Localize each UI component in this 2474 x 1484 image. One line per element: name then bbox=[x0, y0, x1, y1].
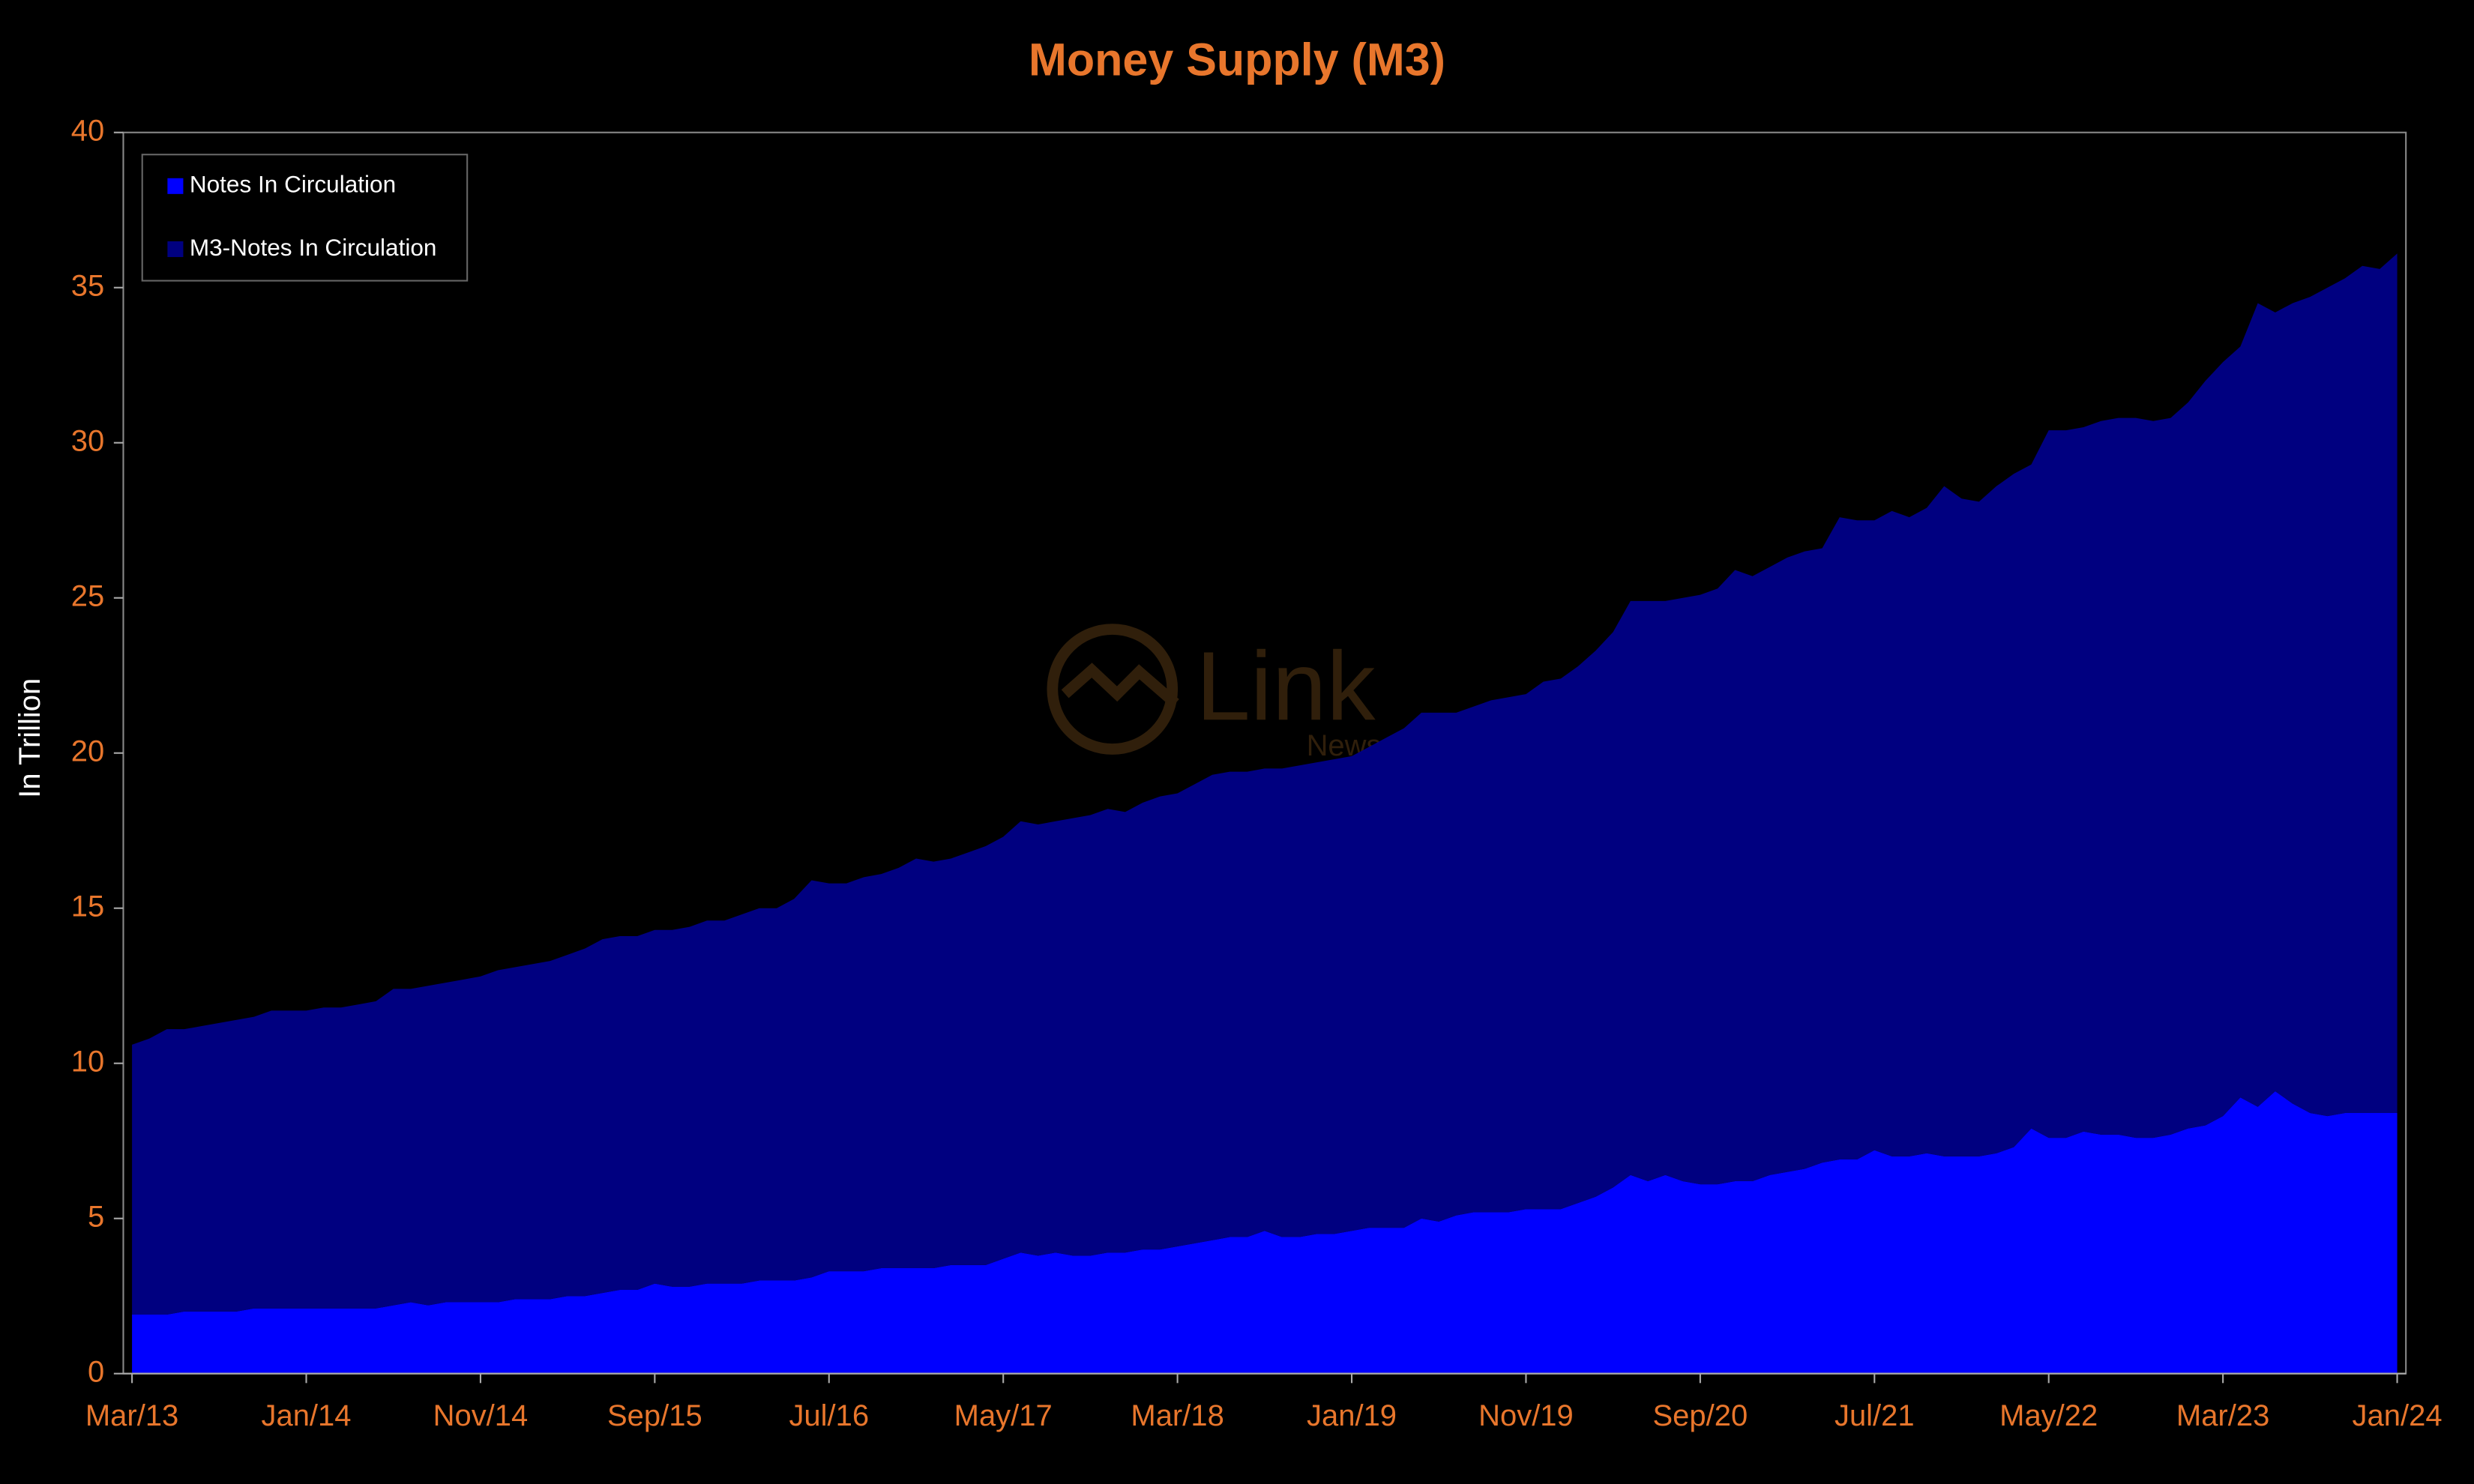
y-tick-label: 35 bbox=[71, 269, 104, 302]
y-tick-label: 5 bbox=[88, 1200, 104, 1233]
y-tick-label: 40 bbox=[71, 114, 104, 147]
y-axis-label: In Trillion bbox=[13, 678, 46, 798]
legend-label: Notes In Circulation bbox=[190, 171, 396, 198]
x-tick-label: Sep/20 bbox=[1653, 1399, 1748, 1432]
svg-text:Link: Link bbox=[1196, 631, 1376, 741]
area bbox=[132, 253, 2398, 1315]
y-tick-label: 10 bbox=[71, 1045, 104, 1078]
legend: Notes In Circulation M3-Notes In Circulat… bbox=[141, 154, 469, 282]
x-tick-label: Nov/14 bbox=[433, 1399, 529, 1432]
x-tick-label: Jan/14 bbox=[262, 1399, 352, 1432]
y-tick-label: 20 bbox=[71, 735, 104, 767]
y-tick-label: 15 bbox=[71, 890, 104, 923]
x-tick-label: Nov/19 bbox=[1478, 1399, 1574, 1432]
x-tick-label: May/17 bbox=[954, 1399, 1053, 1432]
legend-label: M3-Notes In Circulation bbox=[190, 234, 437, 261]
x-tick-label: Jul/16 bbox=[789, 1399, 869, 1432]
x-tick-label: Jan/19 bbox=[1307, 1399, 1397, 1432]
chart-title: Money Supply (M3) bbox=[1029, 34, 1445, 85]
x-tick-label: May/22 bbox=[1999, 1399, 2098, 1432]
legend-box bbox=[141, 154, 469, 282]
legend-swatch bbox=[167, 241, 184, 257]
y-tick-label: 30 bbox=[71, 424, 104, 457]
legend-swatch bbox=[167, 178, 184, 194]
x-tick-label: Mar/18 bbox=[1131, 1399, 1224, 1432]
x-tick-label: Mar/23 bbox=[2176, 1399, 2269, 1432]
y-tick-label: 25 bbox=[71, 579, 104, 612]
x-tick-label: Sep/15 bbox=[607, 1399, 702, 1432]
area bbox=[132, 1091, 2398, 1374]
y-tick-label: 0 bbox=[88, 1355, 104, 1388]
x-tick-label: Jan/24 bbox=[2353, 1399, 2443, 1432]
x-tick-label: Jul/21 bbox=[1835, 1399, 1915, 1432]
x-tick-label: Mar/13 bbox=[85, 1399, 178, 1432]
